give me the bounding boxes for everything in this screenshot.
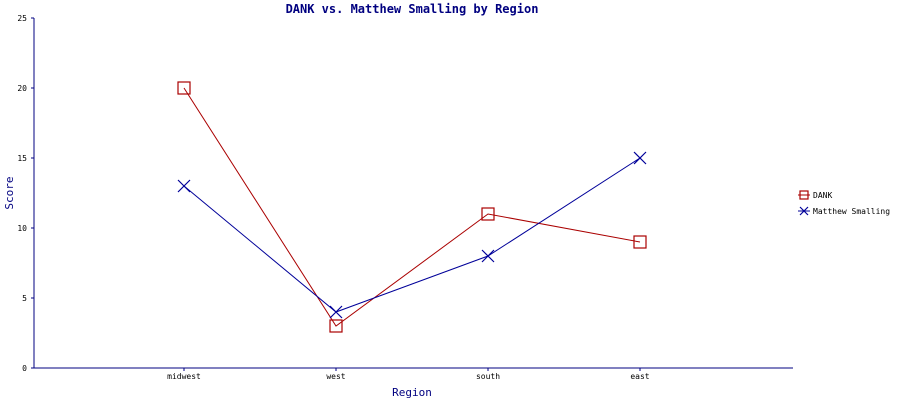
- legend-item: DANK: [798, 190, 832, 200]
- legend-marker: [799, 190, 809, 200]
- data-point: [633, 151, 647, 165]
- series-matthew-smalling: [177, 151, 647, 319]
- legend-label: DANK: [813, 191, 832, 200]
- data-point: [633, 235, 647, 249]
- x-tick-label: east: [630, 372, 649, 381]
- y-tick-label: 20: [17, 84, 27, 93]
- legend-label: Matthew Smalling: [813, 207, 890, 216]
- y-ticks: 0 5 10 15 20 25: [17, 14, 34, 373]
- axes: [33, 18, 793, 369]
- data-point: [329, 305, 343, 319]
- series-dank: [177, 81, 647, 333]
- x-tick-label: south: [476, 372, 500, 381]
- y-tick-label: 15: [17, 154, 27, 163]
- data-point: [481, 249, 495, 263]
- data-point: [177, 81, 191, 95]
- y-tick-label: 10: [17, 224, 27, 233]
- x-tick-label: midwest: [167, 372, 201, 381]
- y-tick-label: 0: [22, 364, 27, 373]
- x-axis-label: Region: [392, 386, 432, 399]
- y-tick-label: 25: [17, 14, 27, 23]
- data-point: [177, 179, 191, 193]
- y-tick-label: 5: [22, 294, 27, 303]
- y-axis-label: Score: [3, 176, 16, 209]
- series-line: [183, 87, 641, 327]
- data-point: [481, 207, 495, 221]
- chart-title: DANK vs. Matthew Smalling by Region: [286, 2, 539, 16]
- legend: DANK Matthew Smalling: [798, 190, 890, 216]
- series-layer: [177, 81, 647, 333]
- data-point: [329, 319, 343, 333]
- x-ticks: midwest west south east: [167, 368, 650, 381]
- x-tick-label: west: [326, 372, 345, 381]
- series-line: [183, 157, 641, 313]
- legend-item: Matthew Smalling: [798, 206, 890, 216]
- legend-marker: [799, 206, 809, 216]
